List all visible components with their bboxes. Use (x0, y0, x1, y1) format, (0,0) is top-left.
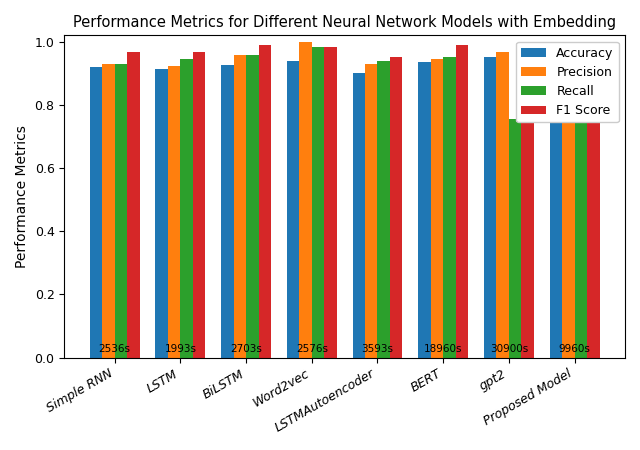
Bar (587, 48, 600, 357)
Bar (431, 59, 443, 357)
Bar (562, 52, 575, 357)
Bar (509, 119, 522, 357)
Bar (127, 52, 140, 357)
Text: 3593s: 3593s (362, 344, 394, 354)
Title: Performance Metrics for Different Neural Network Models with Embedding: Performance Metrics for Different Neural… (73, 15, 616, 30)
Text: 2703s: 2703s (230, 344, 262, 354)
Text: 1993s: 1993s (164, 344, 196, 354)
Bar (390, 57, 403, 357)
Bar (497, 52, 509, 357)
Bar (418, 63, 431, 357)
Bar (300, 42, 312, 357)
Bar (550, 61, 562, 357)
Text: 9960s: 9960s (559, 344, 591, 354)
Bar (168, 66, 180, 357)
Bar (193, 52, 205, 357)
Bar (443, 58, 456, 357)
Bar (456, 45, 468, 357)
Bar (234, 55, 246, 357)
Bar (324, 47, 337, 357)
Bar (353, 73, 365, 357)
Bar (259, 45, 271, 357)
Bar (90, 67, 102, 357)
Bar (287, 61, 300, 357)
Text: 30900s: 30900s (490, 344, 528, 354)
Bar (246, 55, 259, 357)
Text: 2576s: 2576s (296, 344, 328, 354)
Legend: Accuracy, Precision, Recall, F1 Score: Accuracy, Precision, Recall, F1 Score (516, 41, 619, 122)
Text: 18960s: 18960s (424, 344, 463, 354)
Bar (221, 65, 234, 357)
Bar (312, 47, 324, 357)
Bar (180, 58, 193, 357)
Bar (156, 69, 168, 357)
Bar (115, 64, 127, 357)
Bar (378, 61, 390, 357)
Text: 2536s: 2536s (99, 344, 131, 354)
Bar (365, 64, 378, 357)
Bar (522, 119, 534, 357)
Bar (575, 61, 587, 357)
Bar (484, 58, 497, 357)
Bar (102, 64, 115, 357)
Y-axis label: Performance Metrics: Performance Metrics (15, 125, 29, 268)
